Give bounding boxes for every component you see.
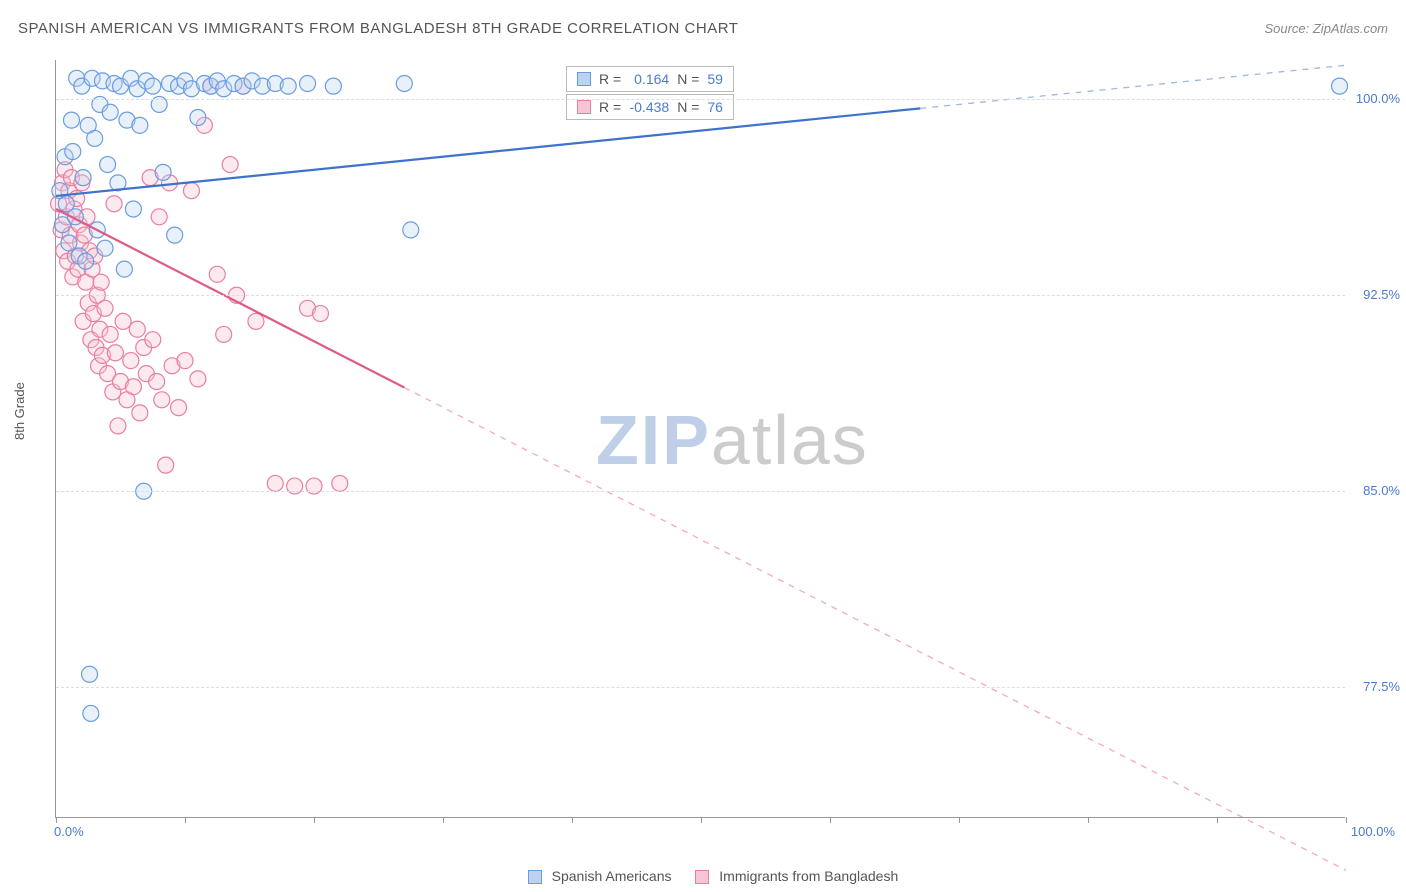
data-point [65, 143, 81, 159]
data-point [1332, 78, 1348, 94]
trend-line-dashed [920, 65, 1346, 108]
y-tick-label: 92.5% [1350, 287, 1400, 302]
data-point [300, 76, 316, 92]
x-tick [185, 817, 186, 823]
x-tick [830, 817, 831, 823]
x-tick-label: 100.0% [1351, 824, 1395, 839]
x-tick [56, 817, 57, 823]
data-point [171, 400, 187, 416]
n-label-a: N = [677, 71, 699, 87]
legend-label-a: Spanish Americans [552, 868, 672, 884]
data-point [115, 313, 131, 329]
x-tick [1088, 817, 1089, 823]
n-value-b: 76 [707, 99, 723, 115]
data-point [132, 405, 148, 421]
x-tick [314, 817, 315, 823]
trend-line [56, 108, 920, 196]
data-point [125, 379, 141, 395]
n-value-a: 59 [707, 71, 723, 87]
y-tick-label: 100.0% [1350, 91, 1400, 106]
data-point [93, 274, 109, 290]
data-point [222, 157, 238, 173]
plot-svg [56, 60, 1345, 817]
grid-line [56, 99, 1345, 100]
data-point [97, 300, 113, 316]
data-point [82, 666, 98, 682]
x-tick [701, 817, 702, 823]
correlation-box-b: R = -0.438 N = 76 [566, 94, 734, 120]
data-point [83, 705, 99, 721]
data-point [177, 353, 193, 369]
data-point [190, 110, 206, 126]
r-label-b: R = [599, 99, 621, 115]
data-point [149, 373, 165, 389]
y-tick-label: 77.5% [1350, 679, 1400, 694]
y-tick-label: 85.0% [1350, 483, 1400, 498]
legend-swatch-a-icon [528, 870, 542, 884]
data-point [155, 164, 171, 180]
data-point [145, 78, 161, 94]
source-attribution: Source: ZipAtlas.com [1264, 21, 1388, 36]
bottom-legend: Spanish Americans Immigrants from Bangla… [0, 868, 1406, 884]
r-label-a: R = [599, 71, 621, 87]
legend-swatch-b-icon [695, 870, 709, 884]
x-tick [1217, 817, 1218, 823]
data-point [116, 261, 132, 277]
data-point [75, 170, 91, 186]
data-point [190, 371, 206, 387]
grid-line [56, 491, 1345, 492]
r-value-b: -0.438 [629, 99, 669, 115]
data-point [87, 130, 103, 146]
trend-line-dashed [404, 388, 1346, 871]
x-tick [1346, 817, 1347, 823]
grid-line [56, 295, 1345, 296]
data-point [63, 112, 79, 128]
plot-area: ZIPatlas R = 0.164 N = 59 R = -0.438 N =… [55, 60, 1345, 818]
swatch-b-icon [577, 100, 591, 114]
data-point [102, 326, 118, 342]
data-point [61, 235, 77, 251]
data-point [106, 196, 122, 212]
data-point [280, 78, 296, 94]
data-point [145, 332, 161, 348]
data-point [129, 321, 145, 337]
x-tick [572, 817, 573, 823]
data-point [78, 253, 94, 269]
data-point [267, 475, 283, 491]
data-point [151, 209, 167, 225]
data-point [154, 392, 170, 408]
data-point [209, 266, 225, 282]
grid-line [56, 687, 1345, 688]
data-point [123, 353, 139, 369]
x-tick [959, 817, 960, 823]
data-point [102, 104, 118, 120]
data-point [110, 418, 126, 434]
data-point [158, 457, 174, 473]
correlation-box-a: R = 0.164 N = 59 [566, 66, 734, 92]
data-point [107, 345, 123, 361]
data-point [183, 183, 199, 199]
data-point [167, 227, 183, 243]
data-point [312, 306, 328, 322]
chart-title: SPANISH AMERICAN VS IMMIGRANTS FROM BANG… [18, 20, 738, 37]
x-tick [443, 817, 444, 823]
data-point [100, 157, 116, 173]
x-tick-label: 0.0% [54, 824, 84, 839]
data-point [396, 76, 412, 92]
data-point [216, 326, 232, 342]
y-axis-label: 8th Grade [12, 382, 27, 440]
data-point [125, 201, 141, 217]
data-point [403, 222, 419, 238]
data-point [97, 240, 113, 256]
data-point [325, 78, 341, 94]
data-point [132, 117, 148, 133]
data-point [248, 313, 264, 329]
legend-label-b: Immigrants from Bangladesh [719, 868, 898, 884]
n-label-b: N = [677, 99, 699, 115]
data-point [332, 475, 348, 491]
r-value-a: 0.164 [629, 71, 669, 87]
swatch-a-icon [577, 72, 591, 86]
